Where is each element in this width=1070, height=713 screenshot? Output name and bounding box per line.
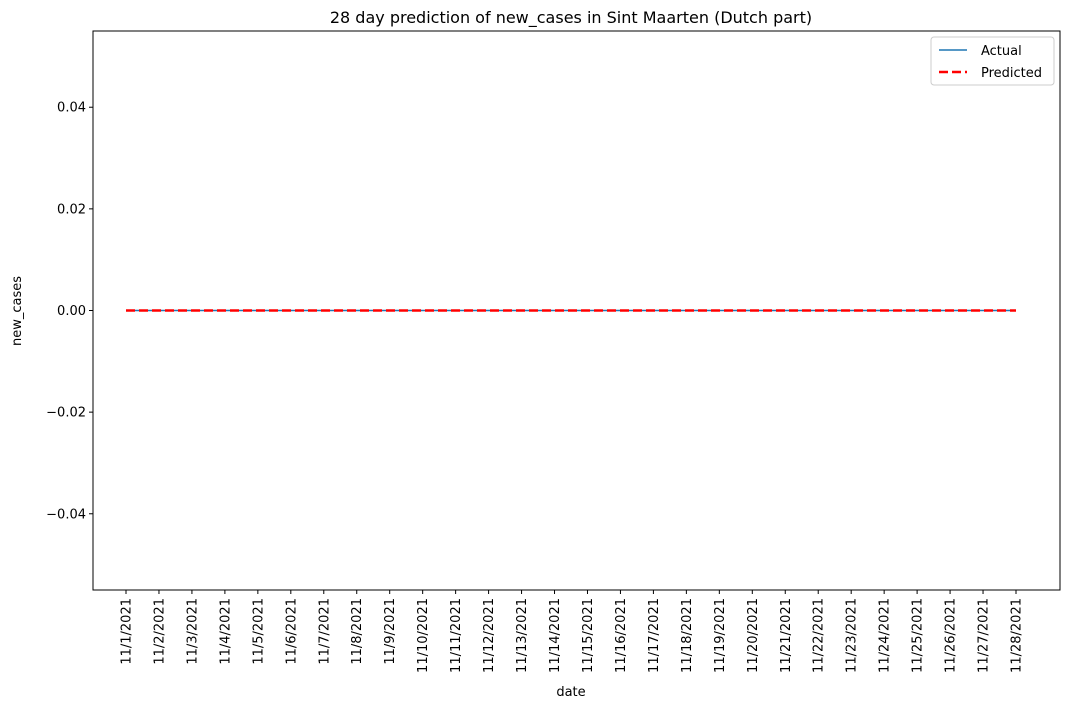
x-tick-label: 11/8/2021: [350, 598, 365, 665]
x-tick-label: 11/9/2021: [383, 598, 398, 665]
x-tick-label: 11/18/2021: [680, 598, 695, 673]
y-tick-label: −0.04: [46, 507, 86, 522]
x-tick-label: 11/20/2021: [746, 598, 761, 673]
x-tick-label: 11/5/2021: [251, 598, 266, 665]
x-tick-label: 11/28/2021: [1010, 598, 1025, 673]
x-tick-label: 11/25/2021: [911, 598, 926, 673]
x-tick-label: 11/24/2021: [878, 598, 893, 673]
x-tick-label: 11/1/2021: [120, 598, 135, 665]
x-tick-label: 11/22/2021: [812, 598, 827, 673]
x-tick-label: 11/2/2021: [152, 598, 167, 665]
x-tick-label: 11/21/2021: [779, 598, 794, 673]
y-axis-label: new_cases: [10, 276, 25, 346]
y-tick-label: −0.02: [46, 406, 86, 421]
x-tick-label: 11/15/2021: [581, 598, 596, 673]
x-tick-label: 11/14/2021: [548, 598, 563, 673]
x-tick-label: 11/16/2021: [614, 598, 629, 673]
x-tick-label: 11/19/2021: [713, 598, 728, 673]
y-axis: −0.04 −0.02 0.00 0.02 0.04: [46, 101, 93, 523]
x-tick-label: 11/6/2021: [284, 598, 299, 665]
x-tick-label: 11/7/2021: [317, 598, 332, 665]
x-tick-label: 11/11/2021: [449, 598, 464, 673]
x-axis: 11/1/2021 11/2/2021 11/3/2021 11/4/2021 11/5…: [120, 590, 1025, 673]
x-tick-label: 11/13/2021: [515, 598, 530, 673]
y-tick-label: 0.02: [57, 202, 86, 217]
x-tick-label: 11/17/2021: [647, 598, 662, 673]
y-tick-label: 0.04: [57, 101, 86, 116]
x-axis-label: date: [556, 685, 585, 700]
x-tick-label: 11/4/2021: [218, 598, 233, 665]
x-tick-label: 11/10/2021: [416, 598, 431, 673]
legend-label-predicted: Predicted: [981, 66, 1042, 81]
chart-title: 28 day prediction of new_cases in Sint M…: [330, 8, 812, 28]
x-tick-label: 11/3/2021: [185, 598, 200, 665]
x-tick-label: 11/27/2021: [977, 598, 992, 673]
y-tick-label: 0.00: [57, 304, 86, 319]
x-tick-label: 11/26/2021: [944, 598, 959, 673]
x-tick-label: 11/23/2021: [845, 598, 860, 673]
legend: Actual Predicted: [931, 37, 1054, 85]
legend-label-actual: Actual: [981, 44, 1022, 59]
x-tick-label: 11/12/2021: [482, 598, 497, 673]
